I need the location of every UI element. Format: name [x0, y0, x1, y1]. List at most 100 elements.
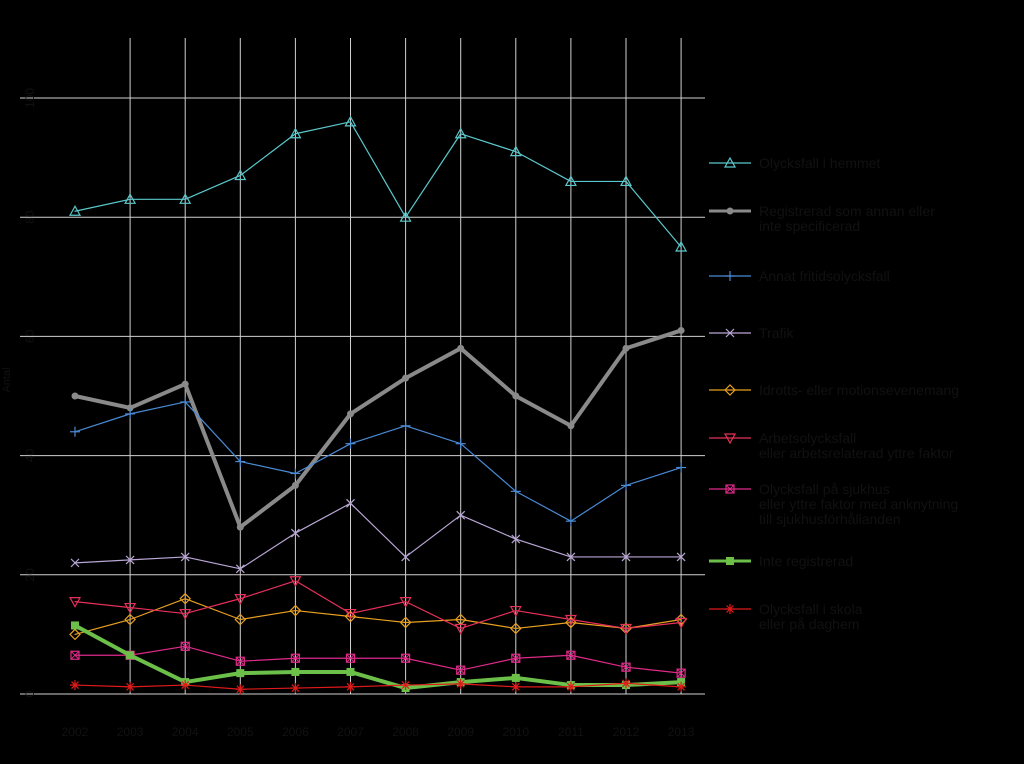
- data-point: [70, 680, 80, 691]
- data-point: [565, 616, 577, 629]
- x-tick-label: 2002: [62, 725, 89, 739]
- data-point: [402, 374, 410, 382]
- data-point: [676, 462, 687, 473]
- data-point: [509, 605, 522, 617]
- legend-label: Olycksfall i hemmet: [759, 155, 880, 171]
- series-line: [73, 623, 684, 691]
- data-point: [234, 594, 247, 605]
- data-point: [510, 486, 521, 497]
- legend-label: Olycksfall i skola: [759, 601, 863, 617]
- legend-swatch-marker: [726, 207, 734, 215]
- x-tick-label: 2003: [117, 725, 144, 739]
- data-point: [289, 604, 302, 617]
- series-line: [74, 682, 682, 690]
- data-point: [126, 404, 134, 412]
- data-point: [124, 193, 137, 204]
- data-point: [676, 681, 687, 692]
- data-point: [70, 426, 80, 437]
- data-point: [180, 552, 190, 562]
- legend-label: Inte registrerad: [759, 553, 853, 569]
- data-point: [236, 669, 245, 678]
- data-point: [565, 516, 576, 527]
- series-group: [68, 115, 688, 695]
- data-point: [71, 621, 79, 630]
- data-point: [290, 528, 300, 538]
- data-point: [125, 555, 135, 565]
- series-5: [69, 592, 687, 641]
- x-tick-label: 2008: [392, 725, 419, 739]
- y-axis-label: Antal: [1, 367, 13, 392]
- legend-swatch-marker: [724, 384, 736, 396]
- data-point: [181, 380, 189, 388]
- legend-item: Idrotts- eller motionsevenemang: [709, 382, 959, 398]
- legend-item: Inte registrerad: [709, 553, 853, 569]
- x-tick-label: 2013: [668, 725, 695, 739]
- series-1: [68, 115, 688, 252]
- data-point: [235, 564, 245, 574]
- legend-label: Annat fritidsolycksfall: [759, 268, 890, 284]
- data-point: [399, 210, 412, 222]
- x-tick-label: 2009: [447, 725, 474, 739]
- series-line: [74, 598, 682, 636]
- data-point: [509, 145, 522, 157]
- x-tick-label: 2011: [558, 725, 584, 739]
- y-tick-label: 60: [23, 329, 37, 343]
- data-point: [234, 613, 247, 626]
- data-point: [344, 608, 357, 620]
- y-tick-label: 20: [23, 568, 37, 582]
- data-point: [235, 456, 246, 467]
- data-point: [566, 650, 576, 660]
- data-point: [179, 608, 192, 620]
- x-tick-label: 2006: [282, 725, 309, 739]
- legend-swatch-marker: [723, 156, 737, 168]
- data-point: [345, 681, 356, 692]
- data-point: [346, 667, 355, 676]
- legend-swatch-marker: [726, 557, 734, 565]
- data-point: [622, 344, 630, 352]
- y-tick-label: 100: [23, 88, 37, 108]
- data-point: [399, 597, 412, 608]
- data-point: [236, 523, 244, 531]
- legend-swatch-marker: [725, 271, 735, 281]
- data-point: [344, 115, 357, 127]
- data-point: [180, 641, 190, 651]
- data-point: [234, 169, 247, 181]
- legend-label: Arbetsolycksfall: [759, 430, 856, 446]
- legend-swatch-marker: [723, 433, 737, 445]
- data-point: [455, 678, 466, 689]
- data-point: [180, 680, 191, 691]
- data-point: [675, 617, 688, 629]
- data-point: [290, 683, 301, 694]
- data-point: [68, 205, 82, 216]
- series-9: [70, 678, 687, 695]
- data-point: [346, 498, 355, 508]
- series-6: [68, 576, 688, 635]
- legend-label: eller arbetsrelaterad yttre faktor: [759, 445, 954, 461]
- data-point: [235, 684, 246, 695]
- data-point: [509, 622, 522, 635]
- data-point: [291, 481, 299, 489]
- series-7: [70, 641, 686, 678]
- legend-label: inte specificerad: [759, 218, 860, 234]
- legend-swatch-marker: [725, 484, 735, 494]
- data-point: [124, 613, 136, 626]
- data-point: [621, 662, 631, 672]
- data-point: [619, 623, 633, 635]
- data-point: [126, 651, 135, 660]
- x-tick-label: 2007: [337, 725, 364, 739]
- legend-label: eller på daghem: [759, 616, 859, 632]
- data-point: [456, 665, 466, 675]
- data-point: [455, 438, 466, 449]
- data-point: [621, 678, 631, 689]
- series-line: [74, 121, 682, 248]
- data-point: [512, 392, 520, 400]
- data-point: [289, 576, 302, 587]
- data-point: [401, 552, 411, 562]
- x-tick-label: 2010: [502, 725, 529, 739]
- legend-item: Olycksfall i hemmet: [709, 155, 880, 171]
- data-point: [675, 613, 687, 626]
- data-point: [457, 344, 465, 352]
